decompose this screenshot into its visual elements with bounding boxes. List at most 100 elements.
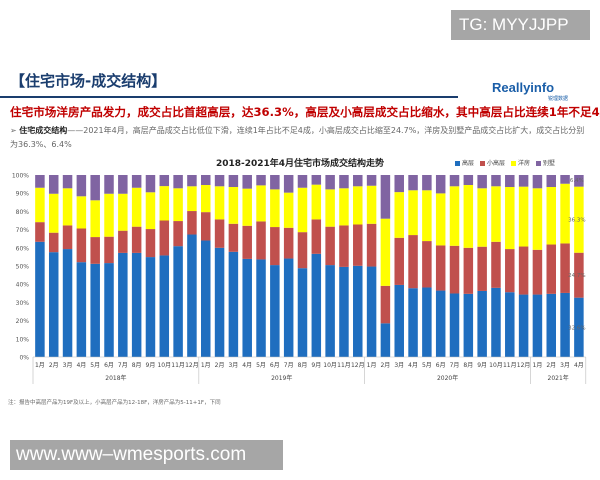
x-tick-label: 11月 (503, 362, 517, 369)
bar-segment-villa (463, 175, 474, 186)
legend-swatch (511, 161, 517, 166)
bar-segment-mid-high-rise (242, 225, 252, 259)
bar-segment-villa (145, 175, 156, 193)
bar-segment-villa (131, 175, 142, 188)
bar-segment-mid-high-rise (325, 226, 335, 266)
x-tick-label: 3月 (228, 362, 238, 369)
bar-segment-mid-high-rise (532, 249, 543, 295)
x-tick-label: 7月 (450, 362, 460, 369)
bullet-lead: 住宅成交结构 (19, 126, 68, 135)
x-tick-label: 2月 (546, 362, 556, 369)
logo: Reallyinfo (492, 80, 555, 95)
headline: 住宅市场洋房产品发力，成交占比首超高层，达36.3%，高层及小高层成交占比缩水，… (10, 105, 600, 119)
bar-segment-high-rise (297, 268, 308, 357)
bar-segment-villa (518, 175, 529, 187)
bar-segment-villa (311, 175, 322, 185)
bar-segment-low-rise (173, 188, 183, 222)
bar-segment-villa (104, 175, 114, 194)
x-tick-label: 7月 (118, 362, 128, 369)
y-tick-label: 70% (16, 227, 30, 234)
x-tick-label: 2月 (49, 362, 59, 369)
bar-segment-villa (48, 175, 59, 194)
page-title: 【住宅市场-成交结构】 (10, 72, 167, 90)
bar-segment-mid-high-rise (518, 246, 529, 295)
bar-segment-villa (173, 175, 183, 189)
bar-segment-high-rise (353, 265, 363, 357)
bar-segment-high-rise (380, 323, 391, 357)
bar-segment-high-rise (339, 266, 349, 357)
x-tick-label: 4月 (242, 362, 252, 369)
bar-segment-high-rise (104, 263, 114, 357)
bar-segment-villa (201, 175, 211, 186)
bar-segment-villa (242, 175, 252, 189)
data-label: 24.7% (568, 273, 585, 279)
bar-segment-mid-high-rise (574, 252, 584, 298)
bar-segment-low-rise (449, 186, 460, 246)
bar-segment-low-rise (131, 187, 142, 227)
bar-segment-high-rise (449, 293, 460, 357)
x-tick-label: 12月 (185, 362, 199, 369)
bar-segment-mid-high-rise (353, 224, 363, 266)
bar-segment-villa (118, 175, 128, 194)
bar-segment-low-rise (574, 186, 584, 253)
legend-item: 洋房 (511, 158, 530, 167)
x-tick-label: 2月 (215, 362, 225, 369)
x-tick-label: 10月 (489, 362, 503, 369)
bar-segment-low-rise (394, 192, 404, 238)
bar-segment-low-rise (339, 188, 349, 226)
y-tick-label: 40% (16, 282, 30, 289)
bar-segment-villa (353, 175, 363, 187)
legend-label: 别墅 (543, 160, 556, 167)
bar-segment-villa (477, 175, 487, 189)
bar-segment-high-rise (463, 293, 474, 357)
bar-segment-mid-high-rise (90, 237, 100, 264)
bar-segment-low-rise (491, 186, 501, 242)
chart-legend: 高层 小高层 洋房 别墅 (455, 158, 555, 167)
x-tick-label: 1月 (533, 362, 543, 369)
bar-segment-low-rise (187, 186, 197, 212)
bar-segment-high-rise (366, 266, 377, 357)
bar-segment-mid-high-rise (270, 227, 280, 266)
bar-segment-low-rise (435, 193, 446, 246)
logo-subtitle: 锐理数据 (548, 96, 569, 102)
legend-swatch (480, 161, 486, 166)
bar-segment-mid-high-rise (560, 243, 570, 293)
bar-segment-mid-high-rise (131, 226, 142, 253)
bar-segment-low-rise (242, 188, 252, 226)
bar-segment-villa (297, 175, 308, 188)
x-tick-label: 1月 (367, 362, 377, 369)
bar-segment-villa (380, 175, 391, 219)
bar-segment-high-rise (283, 258, 294, 357)
bar-segment-high-rise (408, 288, 418, 357)
bar-segment-high-rise (173, 246, 183, 357)
x-tick-label: 10月 (323, 362, 337, 369)
x-tick-label: 9月 (477, 362, 487, 369)
y-tick-label: 80% (16, 209, 30, 216)
bar-segment-high-rise (491, 287, 501, 357)
bar-segment-mid-high-rise (311, 219, 322, 254)
bar-segment-villa (505, 175, 515, 188)
watermark-bottom: www.www–wmesports.com (10, 440, 283, 470)
bar-segment-villa (270, 175, 280, 190)
bar-segment-low-rise (35, 187, 45, 223)
x-tick-label: 4月 (408, 362, 418, 369)
bar-segment-mid-high-rise (477, 246, 487, 291)
bar-segment-low-rise (380, 218, 391, 286)
bar-segment-low-rise (256, 185, 266, 222)
bar-segment-high-rise (422, 287, 432, 357)
bar-segment-low-rise (366, 185, 377, 224)
x-tick-label: 3月 (394, 362, 404, 369)
y-tick-label: 60% (16, 245, 30, 252)
year-label: 2019年 (271, 374, 292, 382)
legend-item: 高层 (455, 158, 474, 167)
bar-segment-villa (62, 175, 73, 189)
x-tick-label: 5月 (422, 362, 432, 369)
x-tick-label: 3月 (63, 362, 73, 369)
bar-segment-low-rise (145, 192, 156, 230)
bar-segment-high-rise (90, 263, 100, 357)
bar-segment-villa (366, 175, 377, 186)
bar-segment-low-rise (48, 193, 59, 233)
bar-segment-low-rise (201, 185, 211, 213)
y-tick-label: 100% (12, 173, 29, 180)
bar-segment-low-rise (283, 192, 294, 228)
